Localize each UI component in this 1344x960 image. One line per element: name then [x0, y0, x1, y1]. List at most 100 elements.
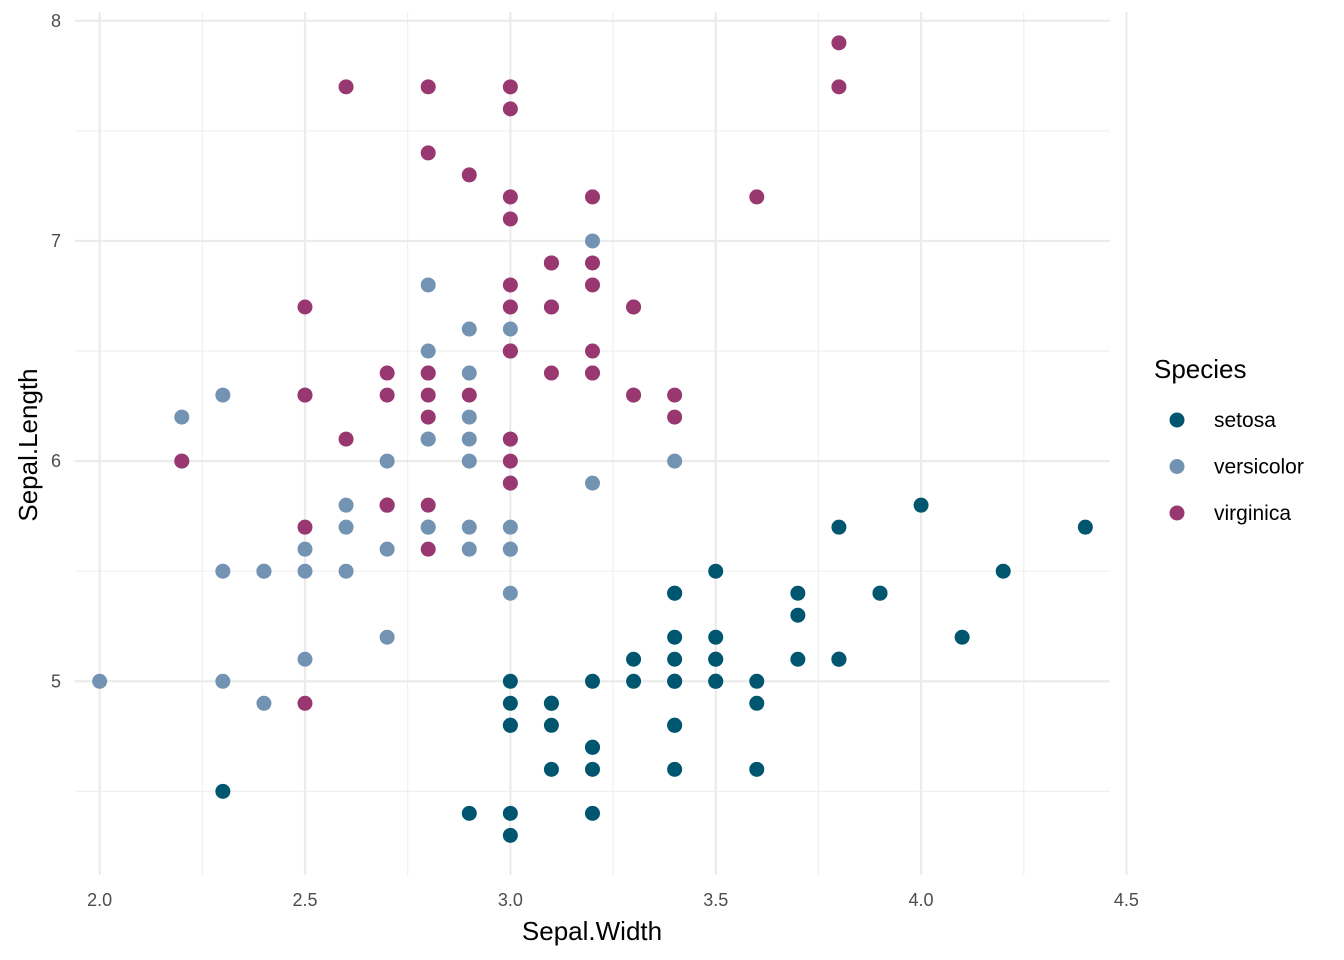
data-point-setosa: [995, 563, 1011, 579]
data-point-versicolor: [502, 519, 518, 535]
data-point-virginica: [420, 365, 436, 381]
data-point-virginica: [420, 497, 436, 513]
data-point-virginica: [749, 189, 765, 205]
data-point-setosa: [667, 717, 683, 733]
data-point-setosa: [461, 805, 477, 821]
data-point-virginica: [543, 255, 559, 271]
data-point-setosa: [502, 805, 518, 821]
data-point-versicolor: [297, 541, 313, 557]
data-point-virginica: [461, 387, 477, 403]
y-tick-label: 6: [51, 451, 61, 471]
data-point-virginica: [502, 453, 518, 469]
data-point-virginica: [667, 387, 683, 403]
data-point-versicolor: [502, 585, 518, 601]
x-tick-label: 3.5: [703, 890, 728, 910]
data-point-virginica: [626, 299, 642, 315]
legend-label: setosa: [1214, 409, 1276, 432]
data-point-versicolor: [256, 695, 272, 711]
data-point-setosa: [626, 651, 642, 667]
data-point-versicolor: [502, 541, 518, 557]
x-tick-label: 3.0: [498, 890, 523, 910]
data-point-setosa: [585, 761, 600, 777]
data-point-virginica: [502, 475, 518, 491]
legend-key: [1169, 412, 1185, 428]
tick-labels: 2.0 2.5 3.0 3.5 4.0 4.5 5 6 7 8: [51, 11, 1139, 910]
data-point-versicolor: [256, 563, 272, 579]
data-point-versicolor: [461, 541, 477, 557]
data-point-setosa: [502, 673, 518, 689]
data-point-versicolor: [420, 343, 436, 359]
data-point-virginica: [420, 409, 436, 425]
data-point-versicolor: [502, 321, 518, 337]
x-tick-label: 2.0: [87, 890, 112, 910]
data-point-virginica: [420, 145, 436, 161]
data-point-setosa: [708, 563, 724, 579]
data-point-setosa: [831, 519, 847, 535]
data-point-setosa: [667, 629, 683, 645]
y-tick-label: 8: [51, 11, 61, 31]
data-point-virginica: [502, 277, 518, 293]
data-point-versicolor: [461, 321, 477, 337]
data-point-virginica: [543, 365, 559, 381]
data-point-virginica: [297, 299, 313, 315]
data-point-virginica: [502, 299, 518, 315]
data-point-virginica: [502, 189, 518, 205]
legend-key: [1169, 459, 1185, 474]
grid: [75, 12, 1128, 875]
legend-item-versicolor: versicolor: [1169, 456, 1304, 479]
data-point-setosa: [831, 651, 847, 667]
data-point-virginica: [379, 497, 395, 513]
data-point-virginica: [461, 167, 477, 183]
data-point-virginica: [420, 541, 436, 557]
data-point-setosa: [954, 629, 970, 645]
data-point-virginica: [585, 277, 600, 293]
data-point-setosa: [749, 695, 765, 711]
y-axis-title: Sepal.Length: [13, 368, 43, 521]
data-point-setosa: [502, 695, 518, 711]
data-point-virginica: [667, 409, 683, 425]
x-axis-title: Sepal.Width: [522, 916, 662, 946]
legend-item-virginica: virginica: [1169, 502, 1291, 525]
data-point-setosa: [790, 585, 806, 601]
data-point-setosa: [749, 761, 765, 777]
y-tick-label: 5: [51, 671, 61, 691]
data-point-versicolor: [585, 475, 600, 491]
data-point-versicolor: [461, 519, 477, 535]
data-point-versicolor: [420, 277, 436, 293]
data-point-setosa: [543, 695, 559, 711]
data-point-setosa: [872, 585, 888, 601]
data-point-virginica: [831, 35, 847, 51]
legend-label: virginica: [1214, 502, 1291, 525]
data-point-versicolor: [585, 233, 600, 249]
data-point-virginica: [379, 387, 395, 403]
legend-item-setosa: setosa: [1169, 409, 1276, 432]
data-point-versicolor: [420, 519, 436, 535]
data-point-setosa: [913, 497, 929, 513]
data-point-setosa: [215, 783, 231, 799]
data-point-virginica: [297, 519, 313, 535]
data-point-versicolor: [297, 651, 313, 667]
data-point-versicolor: [379, 629, 395, 645]
data-point-setosa: [1077, 519, 1093, 535]
data-point-versicolor: [461, 453, 477, 469]
data-point-setosa: [626, 673, 642, 689]
data-point-setosa: [502, 717, 518, 733]
data-point-versicolor: [420, 431, 436, 447]
data-point-versicolor: [338, 497, 354, 513]
y-tick-label: 7: [51, 231, 61, 251]
data-point-setosa: [667, 651, 683, 667]
data-point-setosa: [502, 827, 518, 843]
data-point-setosa: [790, 607, 806, 623]
data-point-virginica: [585, 255, 600, 271]
data-point-versicolor: [297, 563, 313, 579]
data-point-versicolor: [92, 673, 108, 689]
data-point-setosa: [543, 761, 559, 777]
data-point-virginica: [585, 365, 600, 381]
x-tick-label: 4.5: [1114, 890, 1139, 910]
data-point-setosa: [749, 673, 765, 689]
data-point-setosa: [585, 673, 600, 689]
data-point-setosa: [667, 761, 683, 777]
data-point-virginica: [502, 211, 518, 227]
data-point-setosa: [708, 651, 724, 667]
